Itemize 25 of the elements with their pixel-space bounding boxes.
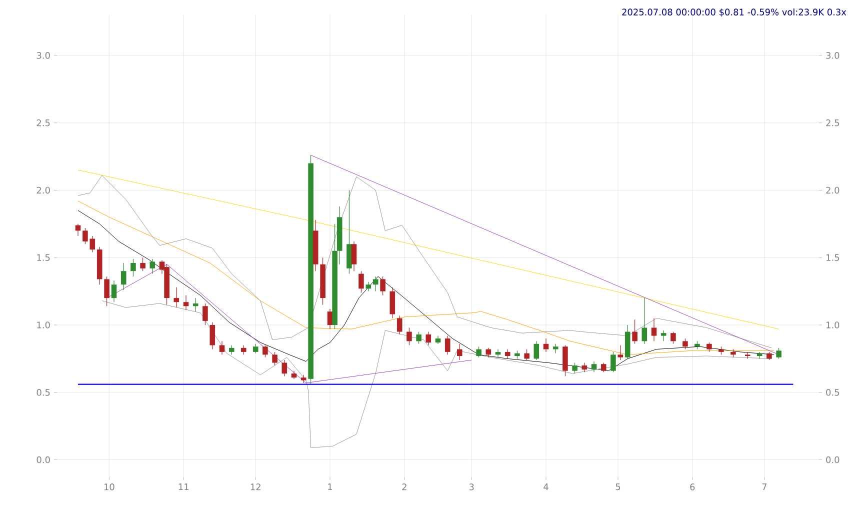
x-tick-label: 10 — [104, 484, 114, 490]
x-tick-label: 4 — [544, 484, 548, 490]
y2-tick-label: 1.5 — [826, 254, 840, 261]
chart-title: 2025.07.08 00:00:00 $0.81 -0.59% vol:23.9K 0.3x — [622, 8, 846, 17]
y2-tick-label: 2.5 — [826, 119, 840, 126]
y2-tick-label: 1.0 — [826, 322, 840, 328]
x-tick-label: 1 — [328, 484, 332, 490]
x-tick-label: 11 — [178, 484, 188, 490]
y2-tick-label: 0.5 — [826, 388, 840, 396]
x-tick-label: 6 — [690, 484, 695, 490]
y-tick-label: 0.5 — [36, 388, 50, 396]
y-tick-label: 0.0 — [36, 456, 50, 464]
y2-tick-label: 0.0 — [826, 456, 840, 464]
y-tick-label: 2.0 — [36, 186, 50, 194]
y2-tick-label: 2.0 — [826, 186, 840, 194]
x-tick-label: 2 — [402, 484, 406, 490]
y-tick-label: 3.0 — [36, 52, 50, 59]
x-tick-label: 12 — [250, 484, 260, 490]
y-tick-label: 1.5 — [37, 254, 50, 261]
x-tick-label: 3 — [469, 484, 474, 490]
y-tick-label: 1.0 — [37, 322, 50, 328]
y-tick-label: 2.5 — [36, 119, 50, 126]
x-tick-label: 5 — [616, 484, 620, 490]
y2-tick-label: 3.0 — [826, 52, 840, 59]
x-tick-label: 7 — [762, 484, 766, 490]
